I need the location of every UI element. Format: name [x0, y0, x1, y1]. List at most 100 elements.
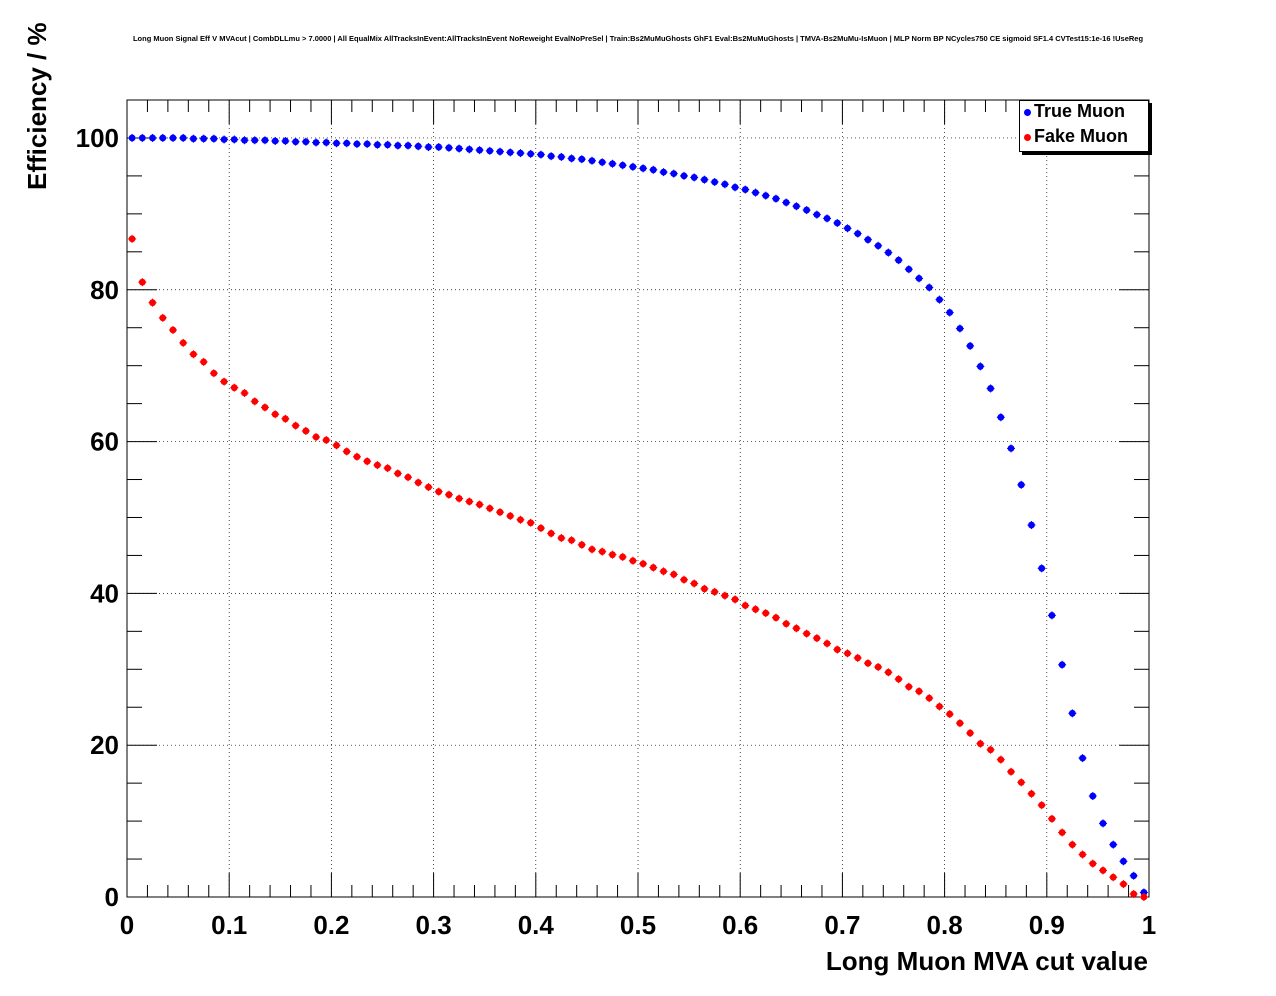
- legend-label-true-muon: True Muon: [1034, 101, 1125, 121]
- data-point: [517, 516, 524, 524]
- data-point: [915, 274, 923, 282]
- data-point: [598, 548, 606, 556]
- data-point: [578, 155, 586, 163]
- x-tick-label: 0.8: [927, 910, 963, 940]
- x-tick-label: 0.6: [722, 910, 758, 940]
- data-point: [609, 160, 616, 168]
- data-point: [425, 143, 432, 151]
- data-point: [649, 564, 657, 571]
- data-point: [588, 157, 596, 165]
- data-point: [833, 646, 841, 653]
- data-point: [149, 134, 156, 142]
- data-point: [373, 141, 381, 149]
- data-point: [1068, 841, 1076, 849]
- data-point: [925, 284, 933, 291]
- data-point: [956, 325, 964, 332]
- data-point: [793, 202, 800, 210]
- data-point: [425, 483, 432, 491]
- data-point: [190, 350, 197, 358]
- data-point: [1120, 880, 1127, 888]
- data-point: [833, 219, 841, 227]
- data-point: [701, 176, 708, 184]
- data-point: [1089, 860, 1097, 868]
- data-point: [741, 602, 749, 609]
- data-point: [884, 249, 892, 256]
- data-point: [241, 136, 248, 144]
- legend-label-fake-muon: Fake Muon: [1034, 126, 1129, 146]
- data-point: [1079, 851, 1086, 858]
- data-point: [302, 427, 310, 435]
- data-point: [1130, 872, 1138, 880]
- series-fake-muon: [128, 234, 1148, 901]
- data-point: [128, 235, 136, 243]
- data-point: [936, 296, 943, 304]
- data-point: [578, 541, 586, 549]
- data-point: [946, 710, 954, 718]
- data-point: [823, 640, 831, 647]
- series-true-muon: [128, 133, 1148, 897]
- data-point: [803, 630, 811, 638]
- data-point: [905, 265, 913, 273]
- data-point: [844, 649, 851, 657]
- data-point: [997, 413, 1005, 421]
- data-point: [1038, 801, 1046, 809]
- data-point: [1079, 754, 1086, 762]
- data-point: [476, 146, 483, 154]
- data-point: [987, 385, 994, 392]
- y-tick-label: 0: [105, 882, 119, 912]
- data-point: [690, 580, 698, 587]
- data-point: [752, 605, 759, 613]
- legend-item-true-muon: True Muon: [1024, 101, 1125, 122]
- data-point: [762, 609, 770, 617]
- y-tick-label: 40: [90, 578, 119, 608]
- data-point: [1068, 709, 1076, 717]
- plot-frame: [126, 99, 1150, 898]
- data-point: [517, 149, 524, 157]
- data-point: [976, 363, 984, 370]
- data-point: [159, 134, 167, 142]
- data-point: [486, 147, 494, 155]
- data-point: [782, 199, 790, 206]
- data-point: [537, 151, 545, 159]
- data-point: [292, 138, 300, 146]
- data-point: [210, 369, 218, 377]
- data-point: [588, 545, 596, 553]
- data-point: [752, 189, 759, 197]
- data-point: [874, 663, 882, 671]
- data-point: [373, 461, 381, 469]
- data-point: [1017, 481, 1025, 489]
- data-point: [169, 134, 177, 142]
- data-point: [128, 134, 136, 142]
- data-point: [384, 141, 392, 149]
- data-point: [557, 534, 565, 542]
- data-point: [527, 150, 535, 158]
- data-point: [200, 358, 208, 366]
- x-tick-label: 0.4: [518, 910, 555, 940]
- data-point: [465, 145, 473, 153]
- data-point: [1028, 521, 1035, 529]
- y-axis-label: Efficiency / %: [22, 22, 52, 190]
- data-point: [557, 153, 565, 161]
- legend: True Muon Fake Muon: [1019, 100, 1149, 152]
- grid-lines: [127, 100, 1149, 897]
- data-point: [629, 557, 637, 565]
- x-tick-label: 0.2: [313, 910, 349, 940]
- x-tick-label: 0.3: [416, 910, 452, 940]
- data-point: [363, 140, 371, 148]
- data-point: [394, 470, 402, 477]
- data-point: [435, 488, 443, 496]
- data-point: [1007, 768, 1015, 776]
- data-point: [414, 142, 422, 150]
- data-point: [384, 464, 392, 472]
- data-point: [884, 668, 892, 676]
- data-point: [261, 404, 269, 411]
- data-point: [537, 524, 545, 532]
- x-tick-label: 0.1: [211, 910, 247, 940]
- data-point: [639, 560, 647, 568]
- data-point: [506, 512, 514, 520]
- data-point: [292, 422, 300, 430]
- data-point: [1028, 790, 1035, 798]
- data-point: [629, 163, 637, 171]
- data-point: [547, 530, 555, 537]
- legend-marker-fake-muon: [1024, 133, 1031, 141]
